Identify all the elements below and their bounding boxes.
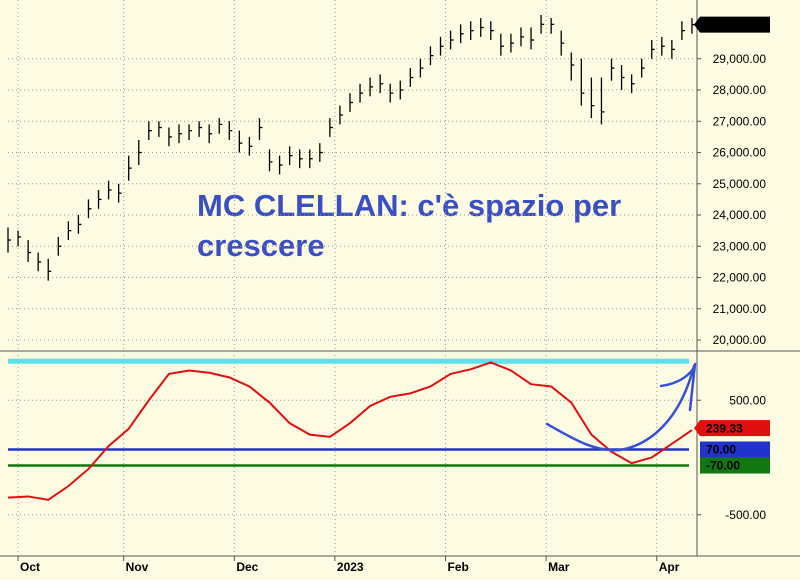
hand-stroke <box>659 366 696 388</box>
x-tick-label: Dec <box>236 560 258 574</box>
y-tick-label: 27,000.00 <box>713 114 767 128</box>
x-tick-label: Oct <box>20 560 40 574</box>
y-tick-label: 21,000.00 <box>713 302 767 316</box>
value-box <box>700 457 770 474</box>
hand-curve <box>545 364 696 452</box>
oscillator-line <box>7 361 693 501</box>
y-tick-label: 500.00 <box>729 393 766 407</box>
annotation: crescere <box>197 228 325 263</box>
y-tick-label: 29,000.00 <box>713 52 767 66</box>
value-box-arrow <box>694 420 700 437</box>
annotation: MC CLELLAN: c'è spazio per <box>197 188 621 223</box>
y-tick-label: 24,000.00 <box>713 208 767 222</box>
x-tick-label: Apr <box>659 560 680 574</box>
y-tick-label: 28,000.00 <box>713 83 767 97</box>
y-tick-label: 23,000.00 <box>713 239 767 253</box>
value-label: 30,092.22 <box>706 18 760 32</box>
y-tick-label: 20,000.00 <box>713 333 767 347</box>
hand-stroke <box>688 362 697 412</box>
y-tick-label: 25,000.00 <box>713 177 767 191</box>
value-box <box>700 441 770 458</box>
x-tick-label: Mar <box>548 560 570 574</box>
value-box-arrow <box>694 16 700 33</box>
value-box <box>700 420 770 437</box>
value-box <box>700 16 770 33</box>
value-label: -70.00 <box>706 459 740 473</box>
y-tick-label: -500.00 <box>725 508 766 522</box>
value-label: 239.33 <box>706 421 743 435</box>
y-tick-label: 22,000.00 <box>713 271 767 285</box>
value-label: 70.00 <box>706 443 736 457</box>
hand-drawn-curve <box>545 362 697 452</box>
x-tick-label: Feb <box>448 560 469 574</box>
y-tick-label: 26,000.00 <box>713 146 767 160</box>
x-tick-label: Nov <box>126 560 149 574</box>
x-tick-label: 2023 <box>337 560 364 574</box>
